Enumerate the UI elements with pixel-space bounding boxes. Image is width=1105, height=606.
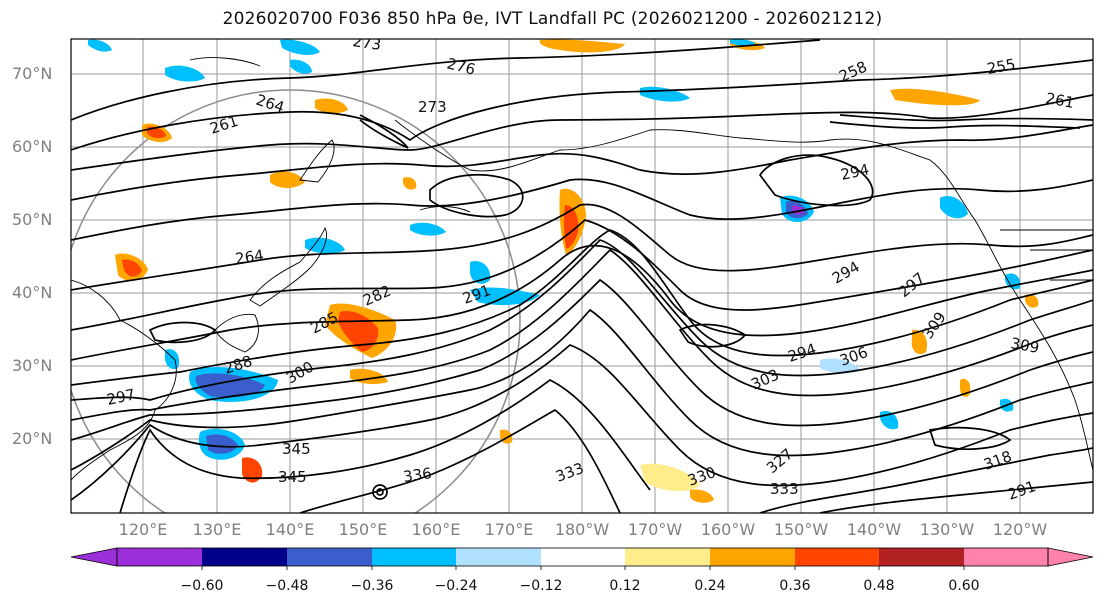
lat-label: 20°N [12, 429, 53, 448]
map-frame [70, 38, 1094, 514]
colorbar-extend-low [70, 547, 118, 567]
colorbar-tick-label: −0.36 [350, 578, 394, 594]
lon-label: 170°E [484, 520, 534, 539]
lon-label: 160°W [700, 520, 756, 539]
lon-label: 130°W [919, 520, 975, 539]
map-title: 2026020700 F036 850 hPa θe, IVT Landfall… [222, 9, 883, 29]
colorbar-bin [202, 548, 287, 566]
lon-label: 140°W [846, 520, 902, 539]
lon-label: 150°W [773, 520, 829, 539]
lon-label: 150°E [338, 520, 388, 539]
contour-label: 273 [351, 32, 382, 54]
contour-label: 333 [770, 480, 799, 498]
contour-label: 309 [1009, 334, 1040, 357]
colorbar-tick-label: 0.12 [609, 578, 641, 594]
coastlines [71, 57, 1093, 481]
contour-label: 345 [282, 440, 311, 458]
colorbar-tick-label: 0.36 [779, 578, 811, 594]
colorbar-tick-label: −0.48 [265, 578, 309, 594]
colorbar-bin [117, 548, 202, 566]
contour-label: 336 [402, 464, 433, 486]
colorbar-bin [964, 548, 1048, 566]
colorbar-bin [456, 548, 541, 566]
colorbar-outline [116, 547, 1049, 567]
lat-label: 60°N [12, 137, 53, 156]
lon-label: 170°W [627, 520, 683, 539]
colorbar-bin [287, 548, 372, 566]
colorbar-tick-label: 0.24 [694, 578, 726, 594]
lat-label: 70°N [12, 64, 53, 83]
lon-label: 160°E [411, 520, 461, 539]
colorbar [70, 547, 1094, 570]
contour-label: 297 [105, 385, 137, 409]
colorbar-bin [795, 548, 879, 566]
colorbar-tick-label: 0.48 [863, 578, 895, 594]
range-circle [71, 89, 521, 513]
colorbar-tick-label: −0.12 [519, 578, 563, 594]
lon-label: 140°E [265, 520, 315, 539]
lon-label: 120°E [118, 520, 168, 539]
lon-label: 120°W [992, 520, 1048, 539]
colorbar-tick-label: −0.24 [434, 578, 478, 594]
contour-label: 255 [986, 55, 1017, 78]
colorbar-tick-label: 0.60 [948, 578, 980, 594]
contour-label: 294 [839, 160, 871, 184]
lon-label: 180°W [554, 520, 610, 539]
colorbar-bin [879, 548, 964, 566]
contour-label: 273 [418, 98, 447, 116]
colorbar-extend-high [1047, 547, 1094, 567]
colorbar-bin [541, 548, 625, 566]
theta-e-contours [71, 39, 1093, 513]
lat-label: 40°N [12, 283, 53, 302]
colorbar-bin [372, 548, 456, 566]
contour-label: 261 [1044, 89, 1075, 112]
contour-label: 264 [234, 246, 265, 268]
colorbar-bin [625, 548, 710, 566]
lon-label: 130°E [192, 520, 242, 539]
contour-label: 345 [278, 468, 307, 486]
colorbar-tick-label: −0.60 [180, 578, 224, 594]
lat-label: 50°N [12, 210, 53, 229]
lat-label: 30°N [12, 356, 53, 375]
colorbar-bin [710, 548, 795, 566]
